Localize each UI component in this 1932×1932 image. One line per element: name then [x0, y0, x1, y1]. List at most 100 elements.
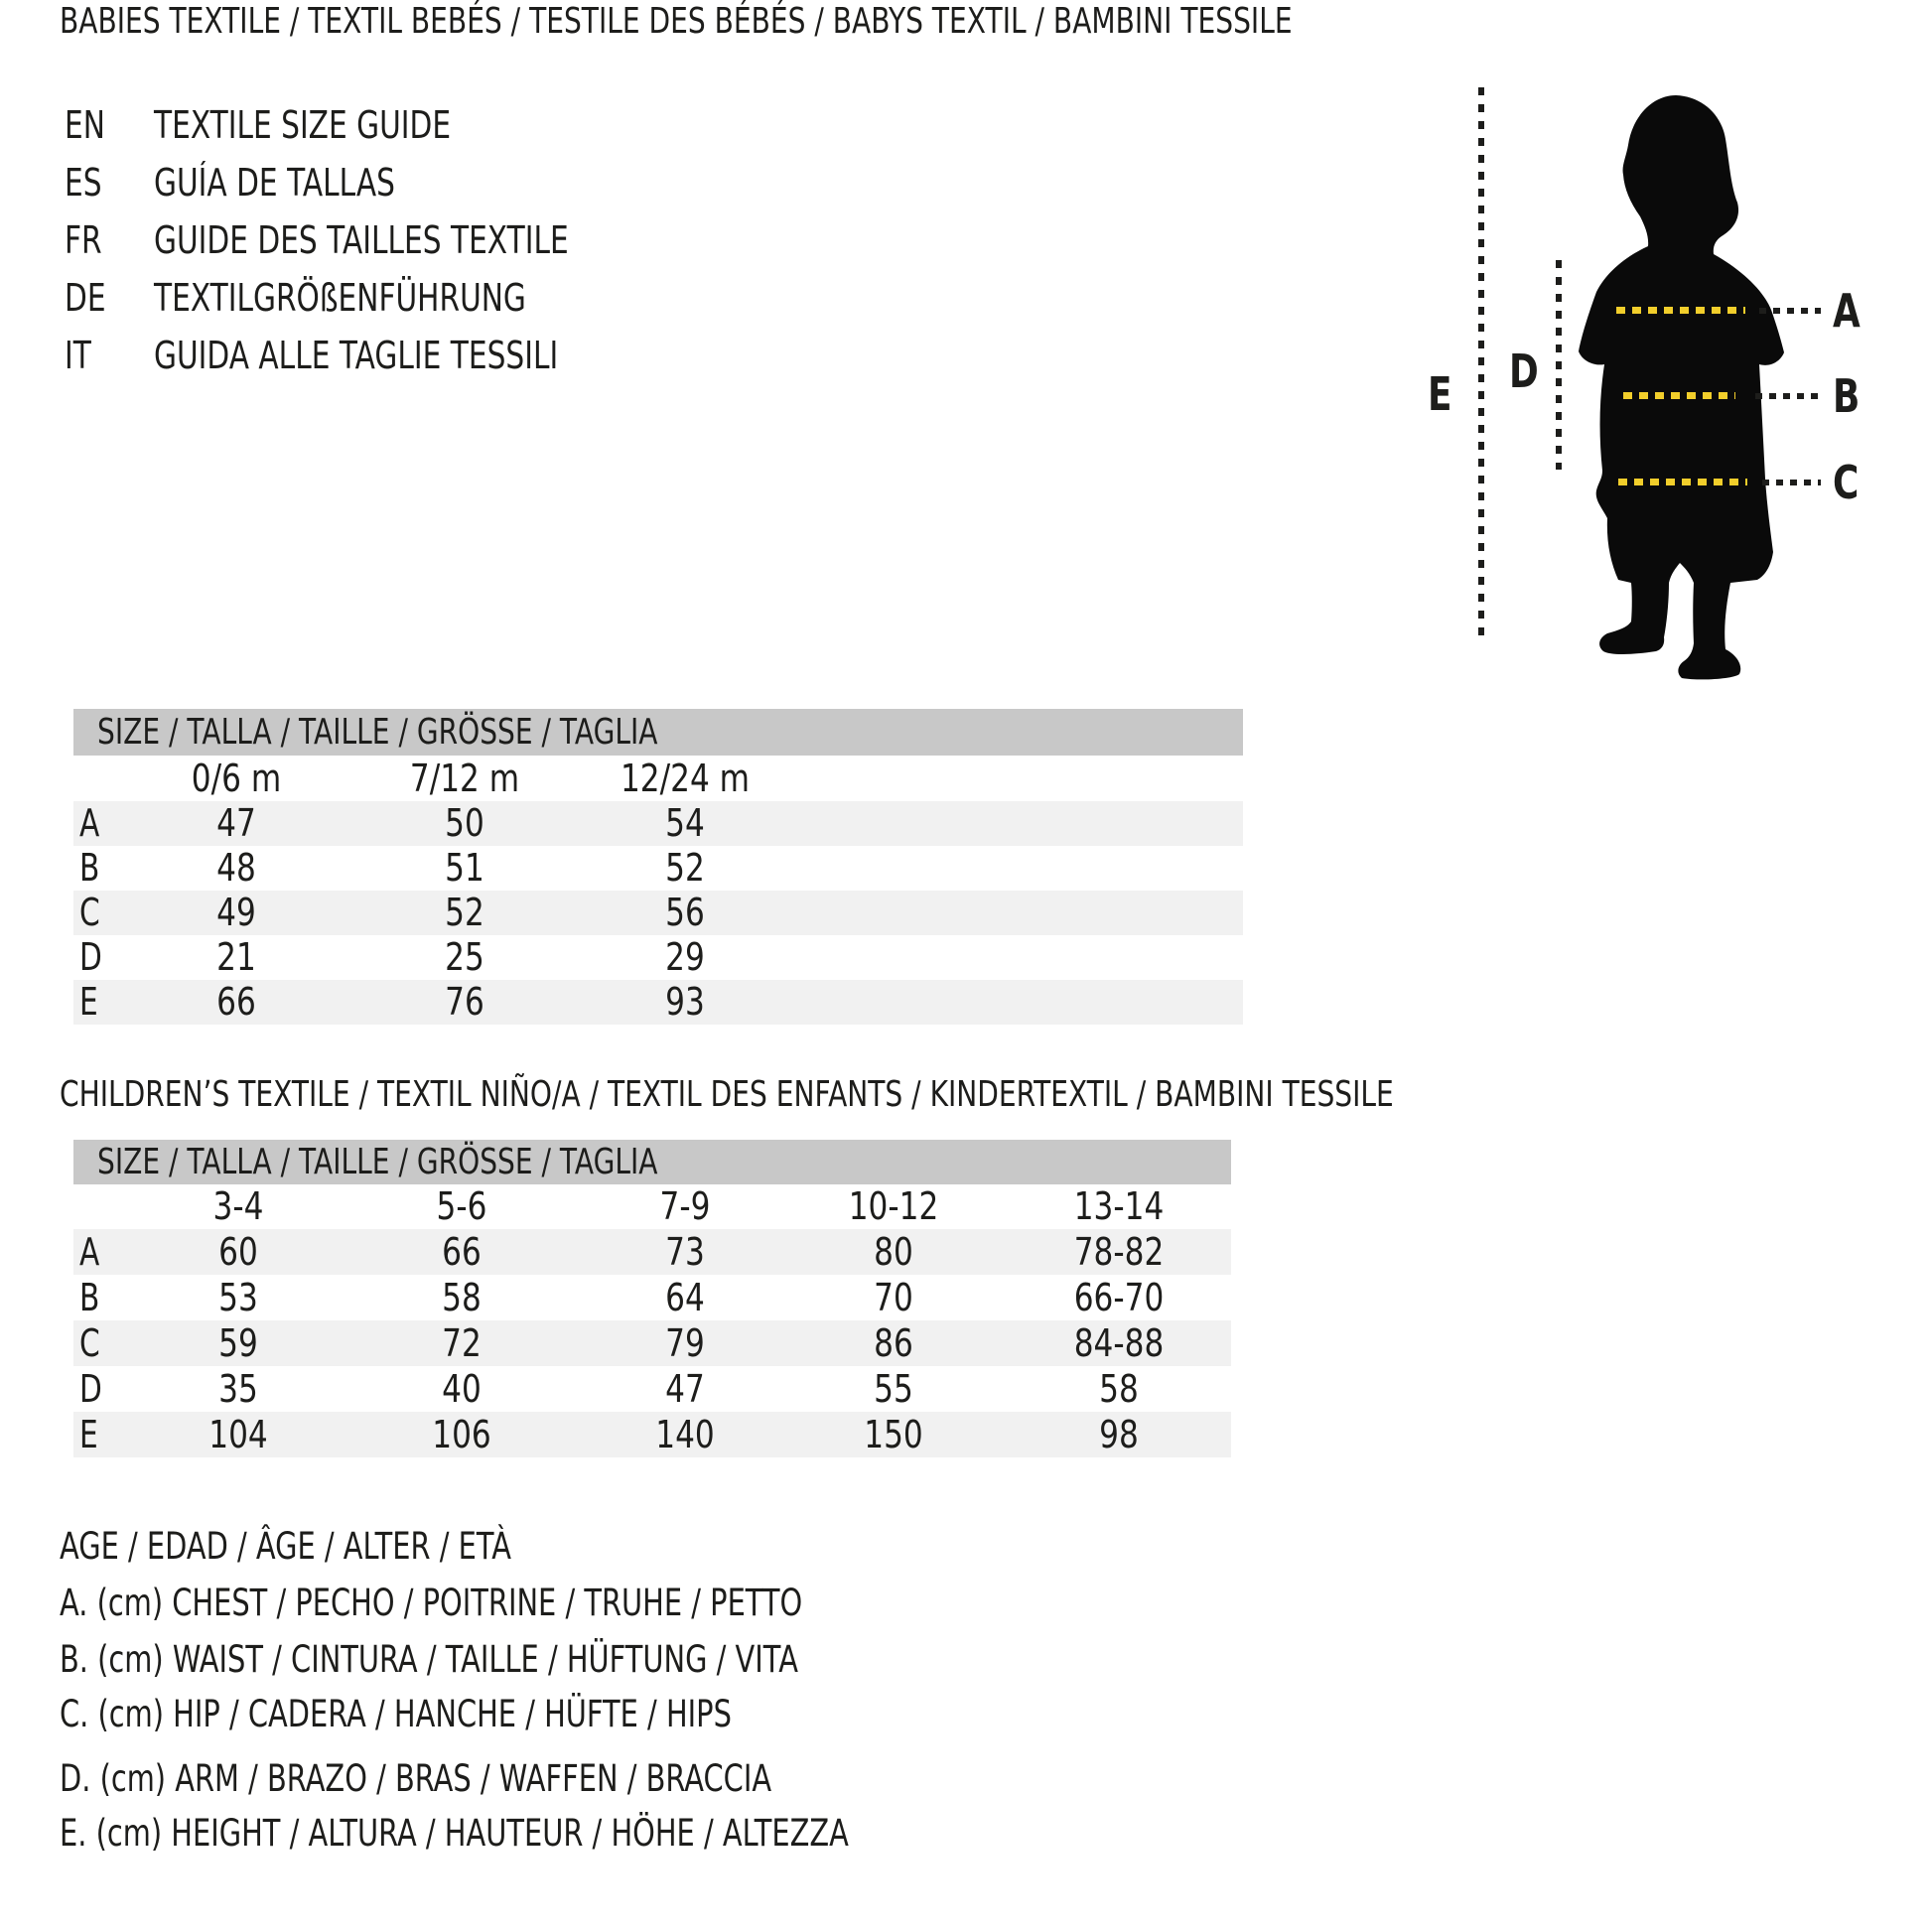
cell-value: 21: [216, 935, 256, 979]
cell-value: 29: [665, 935, 705, 979]
figure-label-arm: D: [1509, 345, 1539, 398]
cell-value: 51: [445, 846, 484, 890]
cell-value: 104: [208, 1413, 268, 1456]
waist-leader-dots-B: [1755, 393, 1821, 399]
children-section-title: CHILDREN’S TEXTILE / TEXTIL NIÑO/A / TEX…: [60, 1074, 1394, 1115]
language-row-de: DE TEXTILGRÖßENFÜHRUNG: [0, 274, 1932, 322]
babies-column-headers: 0/6 m 7/12 m 12/24 m: [73, 756, 1243, 801]
column-header: 13-14: [1073, 1184, 1165, 1228]
table-row: E 66 76 93: [73, 980, 1243, 1025]
column-header: 12/24 m: [620, 757, 751, 800]
arm-measure-line-D: [1556, 260, 1562, 470]
legend-waist: B. (cm) WAIST / CINTURA / TAILLE / HÜFTU…: [60, 1638, 798, 1681]
figure-label-height: E: [1428, 367, 1452, 421]
row-label: B: [79, 846, 100, 890]
chest-measure-dash-A: [1616, 307, 1745, 314]
row-label: E: [79, 1413, 98, 1456]
table-row: B 48 51 52: [73, 846, 1243, 891]
language-row-es: ES GUÍA DE TALLAS: [0, 159, 1932, 207]
table-row: D 21 25 29: [73, 935, 1243, 980]
language-title: GUIDA ALLE TAGLIE TESSILI: [154, 334, 559, 377]
cell-value: 66: [216, 980, 256, 1024]
hip-measure-dash-C: [1618, 479, 1747, 485]
language-title: TEXTILE SIZE GUIDE: [154, 103, 452, 147]
cell-value: 52: [665, 846, 705, 890]
figure-label-hip: C: [1833, 456, 1860, 509]
row-label: A: [79, 801, 100, 845]
table-row: E 104 106 140 150 98: [73, 1412, 1231, 1457]
child-silhouette: [1579, 95, 1784, 680]
row-label: C: [79, 891, 100, 934]
language-title: GUÍA DE TALLAS: [154, 161, 395, 205]
column-header: 5-6: [436, 1184, 487, 1228]
row-label: E: [79, 980, 98, 1024]
cell-value: 54: [665, 801, 705, 845]
legend-height: E. (cm) HEIGHT / ALTURA / HAUTEUR / HÖHE…: [60, 1812, 849, 1855]
language-code: FR: [65, 218, 102, 262]
column-header: 7/12 m: [409, 757, 520, 800]
cell-value: 98: [1099, 1413, 1139, 1456]
cell-value: 78-82: [1073, 1230, 1165, 1274]
cell-value: 47: [216, 801, 256, 845]
language-code: DE: [65, 276, 106, 320]
table-row: C 59 72 79 86 84-88: [73, 1320, 1231, 1366]
cell-value: 25: [445, 935, 484, 979]
legend-chest: A. (cm) CHEST / PECHO / POITRINE / TRUHE…: [60, 1582, 803, 1624]
cell-value: 66-70: [1073, 1276, 1165, 1319]
column-header: 0/6 m: [191, 757, 282, 800]
cell-value: 52: [445, 891, 484, 934]
hip-leader-dots-C: [1762, 480, 1821, 485]
legend-hip: C. (cm) HIP / CADERA / HANCHE / HÜFTE / …: [60, 1693, 732, 1735]
cell-value: 40: [442, 1367, 482, 1411]
cell-value: 84-88: [1073, 1321, 1165, 1365]
cell-value: 76: [445, 980, 484, 1024]
language-row-en: EN TEXTILE SIZE GUIDE: [0, 101, 1932, 149]
cell-value: 70: [874, 1276, 913, 1319]
cell-value: 58: [1099, 1367, 1139, 1411]
legend-age: AGE / EDAD / ÂGE / ALTER / ETÀ: [60, 1525, 511, 1568]
cell-value: 106: [432, 1413, 491, 1456]
cell-value: 53: [218, 1276, 258, 1319]
legend-arm: D. (cm) ARM / BRAZO / BRAS / WAFFEN / BR…: [60, 1757, 772, 1800]
table-row: C 49 52 56: [73, 891, 1243, 935]
cell-value: 79: [665, 1321, 705, 1365]
row-label: C: [79, 1321, 100, 1365]
cell-value: 66: [442, 1230, 482, 1274]
cell-value: 49: [216, 891, 256, 934]
column-header: 7-9: [659, 1184, 711, 1228]
row-label: D: [79, 1367, 102, 1411]
babies-size-header-bar: SIZE / TALLA / TAILLE / GRÖSSE / TAGLIA: [73, 709, 1243, 756]
cell-value: 56: [665, 891, 705, 934]
cell-value: 72: [442, 1321, 482, 1365]
column-header: 10-12: [848, 1184, 939, 1228]
cell-value: 73: [665, 1230, 705, 1274]
cell-value: 50: [445, 801, 484, 845]
column-header: 3-4: [212, 1184, 264, 1228]
figure-label-waist: B: [1833, 369, 1861, 423]
cell-value: 86: [874, 1321, 913, 1365]
chest-leader-dots-A: [1759, 308, 1821, 314]
cell-value: 47: [665, 1367, 705, 1411]
cell-value: 59: [218, 1321, 258, 1365]
cell-value: 64: [665, 1276, 705, 1319]
row-label: A: [79, 1230, 100, 1274]
cell-value: 35: [218, 1367, 258, 1411]
waist-measure-dash-B: [1623, 392, 1735, 399]
cell-value: 55: [874, 1367, 913, 1411]
cell-value: 150: [864, 1413, 923, 1456]
row-label: B: [79, 1276, 100, 1319]
language-row-it: IT GUIDA ALLE TAGLIE TESSILI: [0, 332, 1932, 379]
row-label: D: [79, 935, 102, 979]
language-code: EN: [65, 103, 105, 147]
language-row-fr: FR GUIDE DES TAILLES TEXTILE: [0, 216, 1932, 264]
table-row: A 60 66 73 80 78-82: [73, 1229, 1231, 1275]
cell-value: 60: [218, 1230, 258, 1274]
cell-value: 58: [442, 1276, 482, 1319]
children-size-header-bar: SIZE / TALLA / TAILLE / GRÖSSE / TAGLIA: [73, 1140, 1231, 1184]
language-code: IT: [65, 334, 91, 377]
height-measure-line-E: [1478, 87, 1484, 640]
language-title: GUIDE DES TAILLES TEXTILE: [154, 218, 569, 262]
figure-label-chest: A: [1833, 284, 1861, 338]
cell-value: 93: [665, 980, 705, 1024]
